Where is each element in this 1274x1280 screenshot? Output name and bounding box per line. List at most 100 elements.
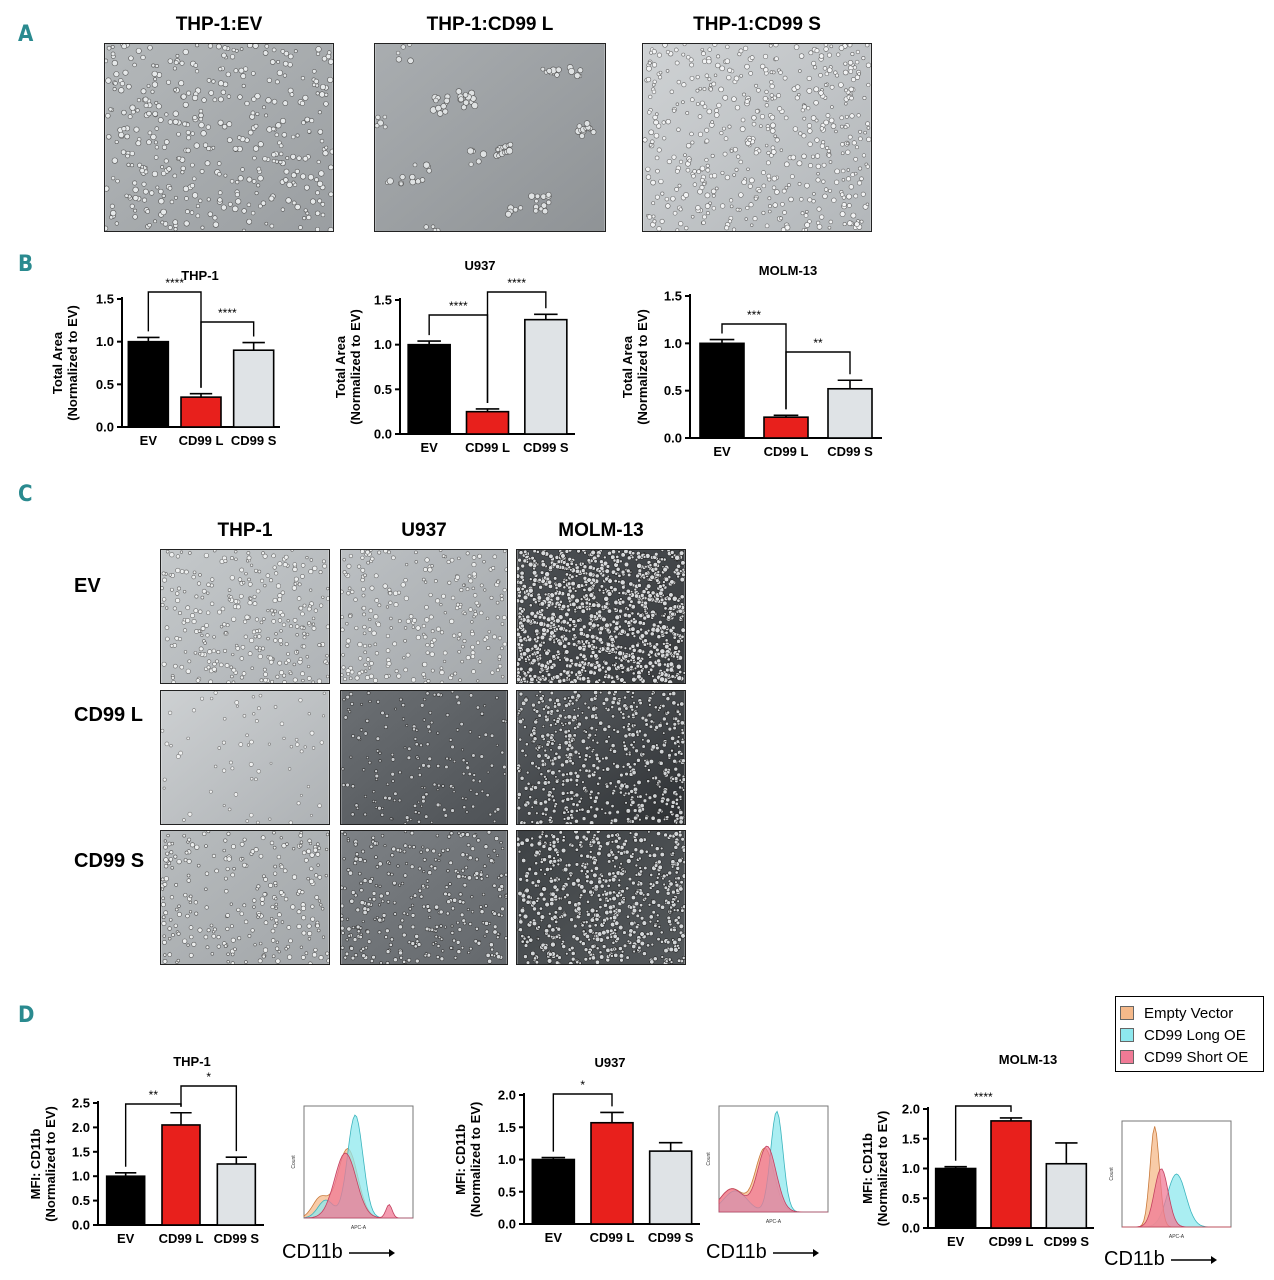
cell bbox=[501, 719, 506, 723]
cell bbox=[655, 913, 660, 918]
cell bbox=[521, 897, 527, 903]
cell bbox=[149, 190, 155, 196]
cell bbox=[202, 142, 209, 148]
cell bbox=[704, 157, 709, 163]
cell bbox=[468, 161, 474, 167]
cell bbox=[688, 57, 694, 63]
cell bbox=[587, 571, 594, 578]
cell bbox=[841, 202, 847, 208]
y-tick-label: 0.5 bbox=[96, 377, 114, 392]
cell bbox=[448, 860, 453, 865]
cell bbox=[346, 563, 352, 569]
cell bbox=[674, 821, 679, 824]
cell bbox=[259, 620, 264, 625]
cell bbox=[659, 629, 665, 634]
cell bbox=[194, 911, 199, 916]
cell bbox=[413, 737, 418, 741]
cell bbox=[147, 130, 153, 136]
cell bbox=[232, 867, 236, 871]
cell bbox=[538, 621, 545, 627]
cell bbox=[651, 674, 655, 678]
cell bbox=[390, 752, 395, 757]
cell bbox=[539, 601, 546, 607]
cell bbox=[275, 958, 281, 964]
cell bbox=[742, 92, 746, 97]
cell bbox=[300, 905, 306, 911]
cell bbox=[528, 920, 533, 925]
cell bbox=[403, 873, 408, 878]
cell bbox=[416, 942, 422, 947]
cell bbox=[573, 831, 579, 835]
cell bbox=[543, 775, 547, 779]
cell bbox=[220, 606, 226, 612]
cell bbox=[615, 674, 620, 679]
cell bbox=[679, 751, 684, 756]
cell bbox=[595, 740, 600, 745]
cell bbox=[744, 99, 750, 104]
y-axis-label: Total Area(Normalized to EV) bbox=[620, 309, 650, 425]
cell bbox=[549, 723, 553, 727]
cell bbox=[622, 930, 627, 935]
cell bbox=[221, 52, 227, 59]
cell bbox=[667, 726, 673, 732]
cell bbox=[530, 556, 535, 561]
cell bbox=[670, 804, 675, 809]
cell bbox=[161, 896, 165, 901]
cell bbox=[727, 67, 733, 73]
cell bbox=[678, 810, 684, 815]
cell bbox=[865, 121, 870, 127]
y-axis-label-line: (Normalized to EV) bbox=[348, 309, 363, 425]
cell bbox=[429, 651, 435, 657]
cell bbox=[229, 575, 235, 581]
cell bbox=[174, 907, 179, 912]
cell bbox=[225, 623, 230, 628]
cell bbox=[645, 892, 651, 897]
cell bbox=[178, 750, 183, 756]
cell bbox=[185, 605, 191, 611]
cell bbox=[611, 791, 615, 796]
cell bbox=[439, 603, 443, 607]
cell bbox=[517, 631, 521, 637]
cell bbox=[490, 670, 495, 675]
cell bbox=[375, 123, 380, 129]
cell bbox=[825, 113, 831, 118]
cell bbox=[169, 850, 174, 855]
cell bbox=[523, 954, 528, 959]
cell bbox=[611, 895, 617, 902]
cell bbox=[176, 911, 182, 917]
cell bbox=[190, 613, 195, 619]
cell bbox=[680, 614, 685, 619]
cell bbox=[409, 775, 414, 780]
cell bbox=[541, 844, 547, 849]
cell bbox=[644, 571, 649, 576]
cell bbox=[429, 643, 435, 648]
cell bbox=[291, 200, 297, 206]
cell bbox=[161, 170, 167, 177]
cell bbox=[631, 551, 636, 556]
cell bbox=[768, 44, 773, 48]
cell bbox=[450, 595, 456, 601]
cell bbox=[200, 225, 205, 230]
cell bbox=[246, 743, 251, 747]
cell bbox=[319, 91, 326, 98]
cell bbox=[241, 228, 246, 231]
cell bbox=[341, 653, 345, 657]
cell bbox=[595, 623, 600, 628]
cell bbox=[193, 63, 199, 68]
cell bbox=[749, 55, 755, 61]
cell bbox=[580, 711, 585, 715]
cell bbox=[547, 818, 552, 823]
cell bbox=[377, 917, 383, 923]
cell bbox=[650, 179, 656, 186]
cell bbox=[291, 585, 297, 591]
cell bbox=[398, 181, 404, 187]
cell bbox=[470, 644, 475, 650]
cell bbox=[862, 96, 867, 101]
cell bbox=[553, 704, 558, 709]
cell bbox=[200, 595, 205, 600]
cell bbox=[301, 915, 307, 921]
cell bbox=[222, 45, 228, 51]
cell bbox=[629, 665, 634, 670]
cell bbox=[312, 565, 318, 571]
cell bbox=[371, 630, 377, 636]
